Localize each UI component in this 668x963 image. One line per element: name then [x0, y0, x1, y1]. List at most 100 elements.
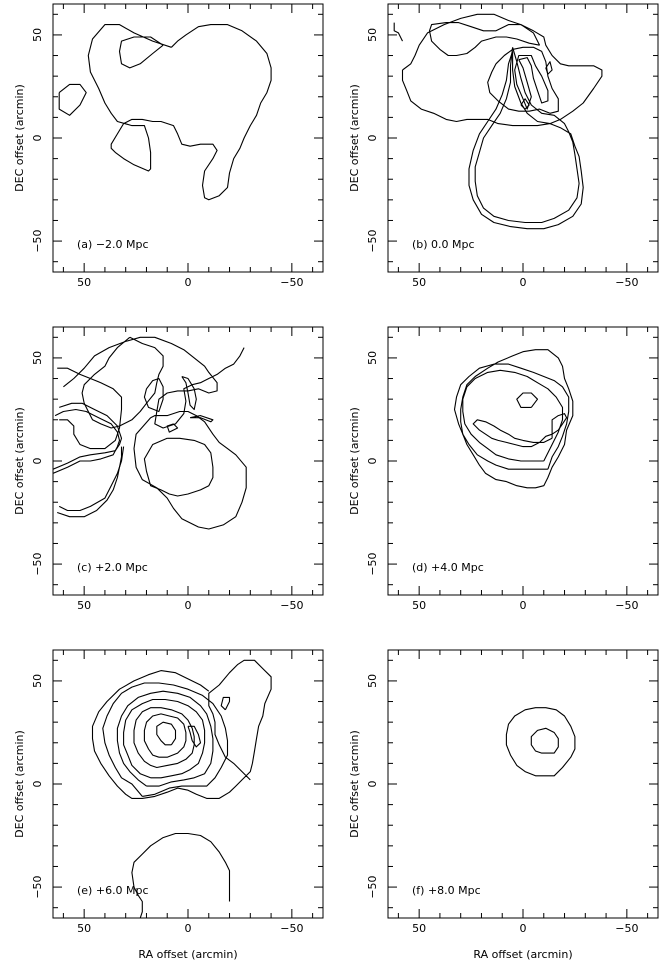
contour-line: [545, 61, 553, 75]
y-tick-label: 0: [366, 458, 379, 465]
contour-group: [58, 24, 272, 201]
x-tick-label: −50: [280, 599, 303, 612]
contour-line: [453, 363, 570, 470]
x-tick-label: −50: [615, 276, 638, 289]
contour-line: [143, 713, 187, 758]
contour-line: [520, 98, 530, 110]
contour-line: [516, 392, 539, 408]
contour-line: [187, 725, 202, 748]
panel-frame: [52, 3, 324, 273]
x-tick-label: 0: [520, 922, 527, 935]
contour-group: [91, 659, 272, 918]
x-tick-label: 0: [185, 599, 192, 612]
contour-line: [428, 22, 541, 57]
x-tick-label: −50: [280, 276, 303, 289]
x-tick-label: 50: [77, 599, 91, 612]
x-tick-label: 50: [412, 922, 426, 935]
contour-line: [133, 707, 195, 769]
y-tick-label: 50: [31, 351, 44, 365]
x-tick-label: 0: [520, 599, 527, 612]
x-tick-label: 50: [412, 276, 426, 289]
y-tick-label: 0: [366, 135, 379, 142]
y-axis-label: DEC offset (arcmin): [13, 407, 26, 515]
contour-line: [131, 832, 231, 918]
contour-line: [487, 46, 559, 114]
contour-line: [58, 83, 87, 116]
panel-d: 50 0 −50 50 0 −50 DEC offset (arcmin) (d) +4.0 …: [348, 326, 659, 612]
contour-line: [474, 47, 580, 224]
contour-line: [123, 698, 206, 779]
y-tick-label: 50: [31, 674, 44, 688]
contour-line: [143, 377, 164, 413]
contour-line: [143, 437, 214, 497]
y-tick-label: 50: [366, 351, 379, 365]
contour-line: [53, 408, 121, 474]
y-axis-label: DEC offset (arcmin): [13, 730, 26, 838]
contour-line: [505, 707, 576, 777]
panel-a: 50 0 −50 50 0 −50 DEC offset (arcmin) (a) −2.0 …: [13, 3, 324, 289]
x-tick-label: 50: [412, 599, 426, 612]
y-tick-label: 0: [366, 781, 379, 788]
panel-e: 50 0 −50 50 0 −50 DEC offset (arcmin) (e) +6.0 …: [13, 649, 324, 935]
y-tick-label: −50: [366, 229, 379, 252]
x-tick-label: 0: [520, 276, 527, 289]
panel-label: (a) −2.0 Mpc: [77, 238, 149, 251]
y-tick-label: 0: [31, 458, 44, 465]
y-tick-label: −50: [31, 875, 44, 898]
contour-line: [166, 423, 179, 433]
contour-line: [57, 446, 123, 518]
contour-line: [133, 410, 247, 530]
panel-frame: [52, 649, 324, 919]
y-tick-label: 0: [31, 781, 44, 788]
contour-line: [472, 413, 568, 448]
x-tick-label: −50: [615, 599, 638, 612]
panel-f: 50 0 −50 50 0 −50 DEC offset (arcmin) (f) +8.0 …: [348, 649, 659, 935]
x-tick-label: 0: [185, 922, 192, 935]
y-axis-label: DEC offset (arcmin): [348, 84, 361, 192]
panels-layer: 50 0 −50 50 0 −50 DEC offset (arcmin) (a) −2.0 …: [13, 3, 659, 935]
contour-group: [453, 349, 574, 489]
y-axis-label: DEC offset (arcmin): [348, 730, 361, 838]
contour-line: [220, 696, 231, 711]
panel-label: (e) +6.0 Mpc: [77, 884, 149, 897]
contour-line: [156, 721, 177, 746]
contour-line: [393, 22, 403, 42]
contour-line: [63, 336, 245, 429]
contour-line: [460, 349, 574, 489]
contour-line: [181, 375, 197, 411]
x-tick-label: 50: [77, 276, 91, 289]
contour-line: [462, 369, 564, 462]
y-axis-label: DEC offset (arcmin): [13, 84, 26, 192]
panel-label: (b) 0.0 Mpc: [412, 238, 475, 251]
y-tick-label: 0: [31, 135, 44, 142]
contour-line: [53, 402, 123, 470]
x-tick-label: 50: [77, 922, 91, 935]
contour-line: [514, 54, 549, 110]
x-tick-label: −50: [280, 922, 303, 935]
y-tick-label: −50: [31, 229, 44, 252]
contour-group: [505, 707, 576, 777]
contour-line: [58, 446, 125, 512]
contour-group: [393, 13, 603, 230]
contour-line: [189, 415, 214, 423]
panel-c: 50 0 −50 50 0 −50 DEC offset (arcmin) (c) +2.0 …: [13, 326, 324, 612]
contour-line: [57, 367, 123, 450]
y-tick-label: 50: [366, 674, 379, 688]
panel-label: (f) +8.0 Mpc: [412, 884, 481, 897]
panel-frame: [52, 326, 324, 596]
contour-line: [118, 36, 164, 69]
y-tick-label: −50: [366, 875, 379, 898]
panel-label: (d) +4.0 Mpc: [412, 561, 484, 574]
y-tick-label: −50: [31, 552, 44, 575]
x-tick-label: 0: [185, 276, 192, 289]
contour-line: [116, 690, 214, 787]
contour-line: [468, 51, 584, 230]
y-tick-label: −50: [366, 552, 379, 575]
contour-line: [401, 13, 603, 127]
contour-line: [102, 682, 229, 797]
y-tick-label: 50: [366, 28, 379, 42]
contour-group: [53, 336, 247, 530]
panel-frame: [387, 3, 659, 273]
contour-line: [91, 659, 272, 799]
